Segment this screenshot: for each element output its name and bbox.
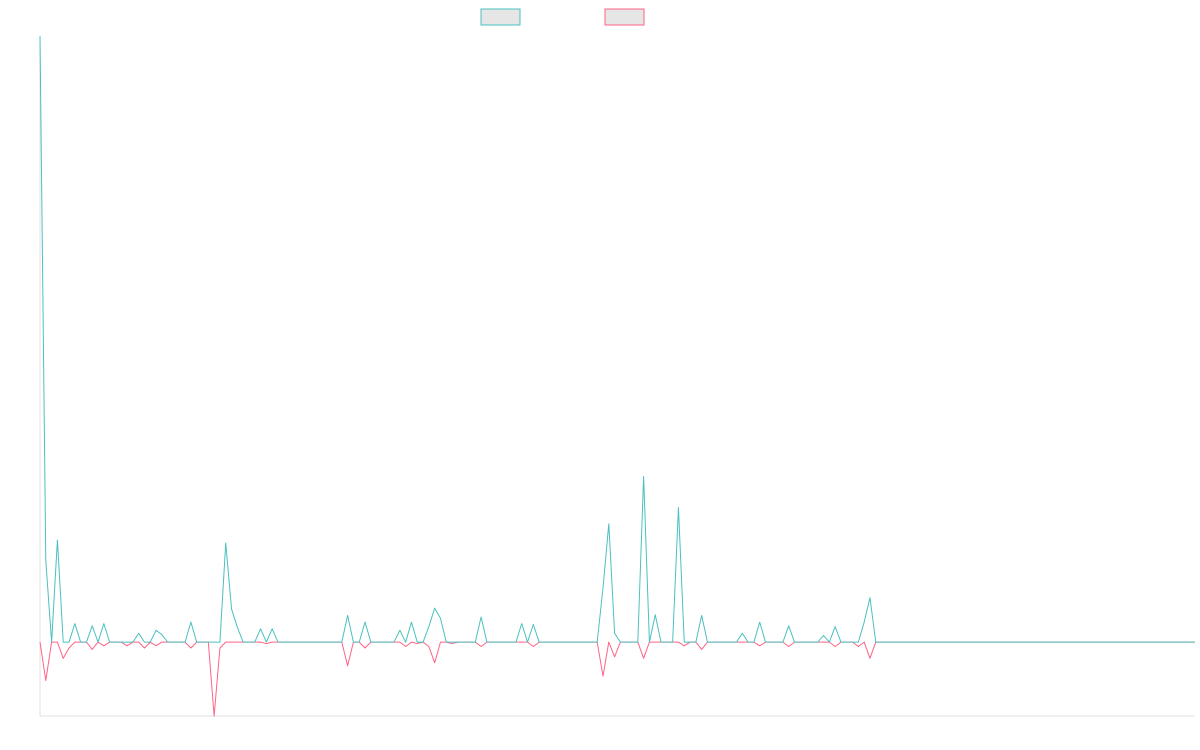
series-a-line (39, 35, 1195, 643)
series-b-line (39, 641, 1195, 717)
legend (480, 8, 645, 26)
legend-swatch-series-a[interactable] (480, 8, 521, 26)
legend-swatch-series-b[interactable] (604, 8, 645, 26)
